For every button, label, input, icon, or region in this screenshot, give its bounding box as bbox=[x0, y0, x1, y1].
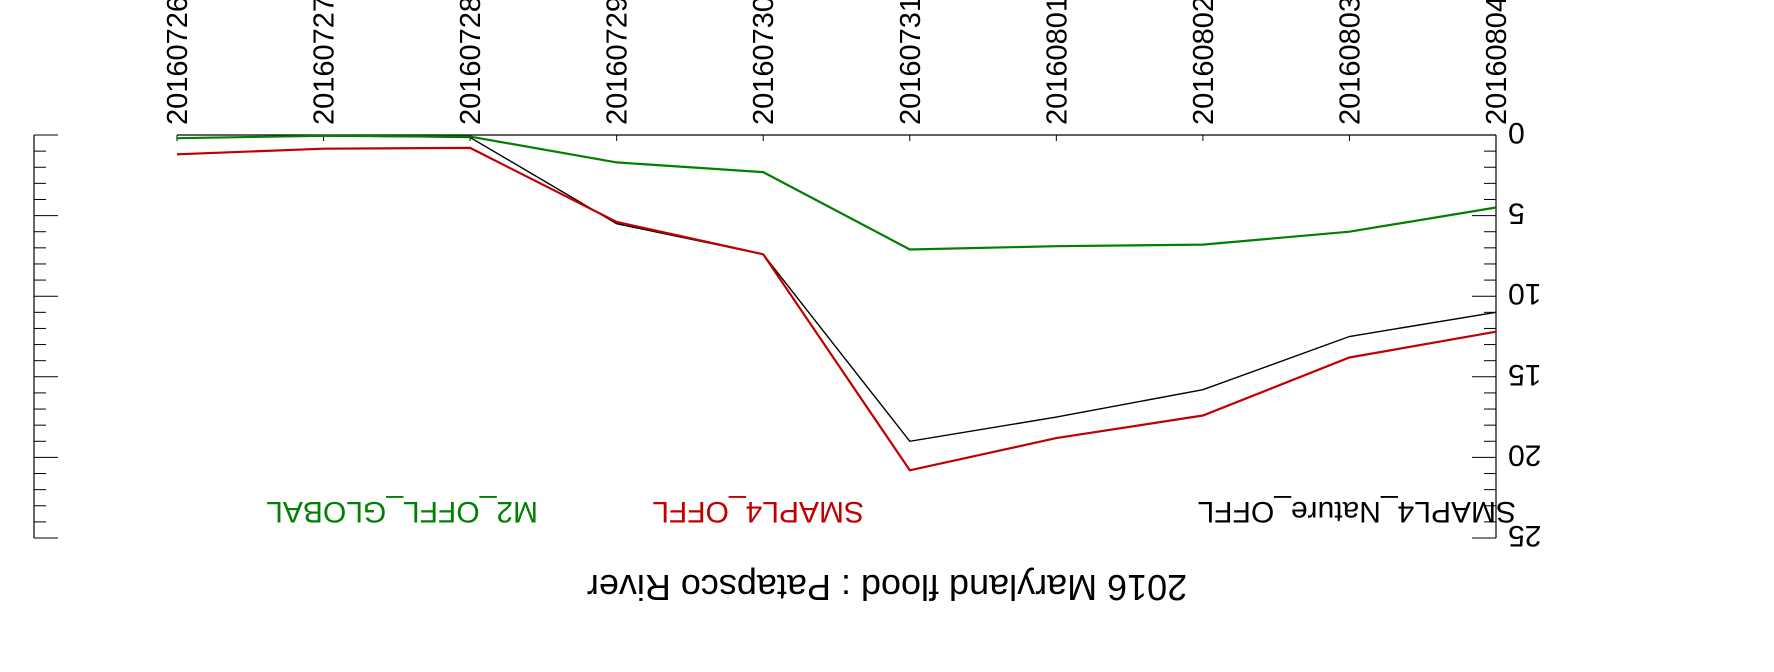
y-tick-label: 10 bbox=[1508, 277, 1541, 310]
x-tick-label: 20160804 bbox=[1481, 0, 1513, 125]
x-tick-labels: 20160804 20160803 20160802 20160801 20160731… bbox=[162, 0, 1513, 125]
x-tick-label: 20160727 bbox=[309, 0, 341, 125]
y-tick-label: 0 bbox=[1508, 116, 1525, 149]
y-tick-label: 20 bbox=[1508, 438, 1541, 471]
legend: SMAPL4_Nature_OFFL SMAPL4_OFFL M2_OFFL_GLO… bbox=[266, 495, 1516, 528]
chart-title: 2016 Maryland flood : Patapsco River bbox=[587, 567, 1187, 608]
x-tick-label: 20160801 bbox=[1041, 0, 1073, 125]
legend-entry: SMAPL4_Nature_OFFL bbox=[1198, 495, 1516, 528]
x-tick-label: 20160731 bbox=[895, 0, 927, 125]
x-tick-label: 20160803 bbox=[1334, 0, 1366, 125]
tick-marks bbox=[34, 135, 1496, 538]
series-layer bbox=[177, 136, 1496, 471]
series-line-m2-offl-global bbox=[177, 136, 1496, 250]
legend-entry: M2_OFFL_GLOBAL bbox=[266, 495, 538, 528]
x-tick-label: 20160729 bbox=[602, 0, 634, 125]
x-tick-label: 20160802 bbox=[1188, 0, 1220, 125]
rotated-plot: 20160804 20160803 20160802 20160801 20160731… bbox=[34, 0, 1541, 608]
x-tick-label: 20160730 bbox=[748, 0, 780, 125]
legend-entry: SMAPL4_OFFL bbox=[652, 495, 864, 528]
series-line-smapl4-nature-offl bbox=[177, 136, 1496, 442]
y-tick-label: 5 bbox=[1508, 197, 1525, 230]
series-line-smapl4-offl bbox=[177, 148, 1496, 470]
x-tick-label: 20160726 bbox=[162, 0, 194, 125]
y-tick-label: 15 bbox=[1508, 358, 1541, 391]
x-tick-label: 20160728 bbox=[455, 0, 487, 125]
